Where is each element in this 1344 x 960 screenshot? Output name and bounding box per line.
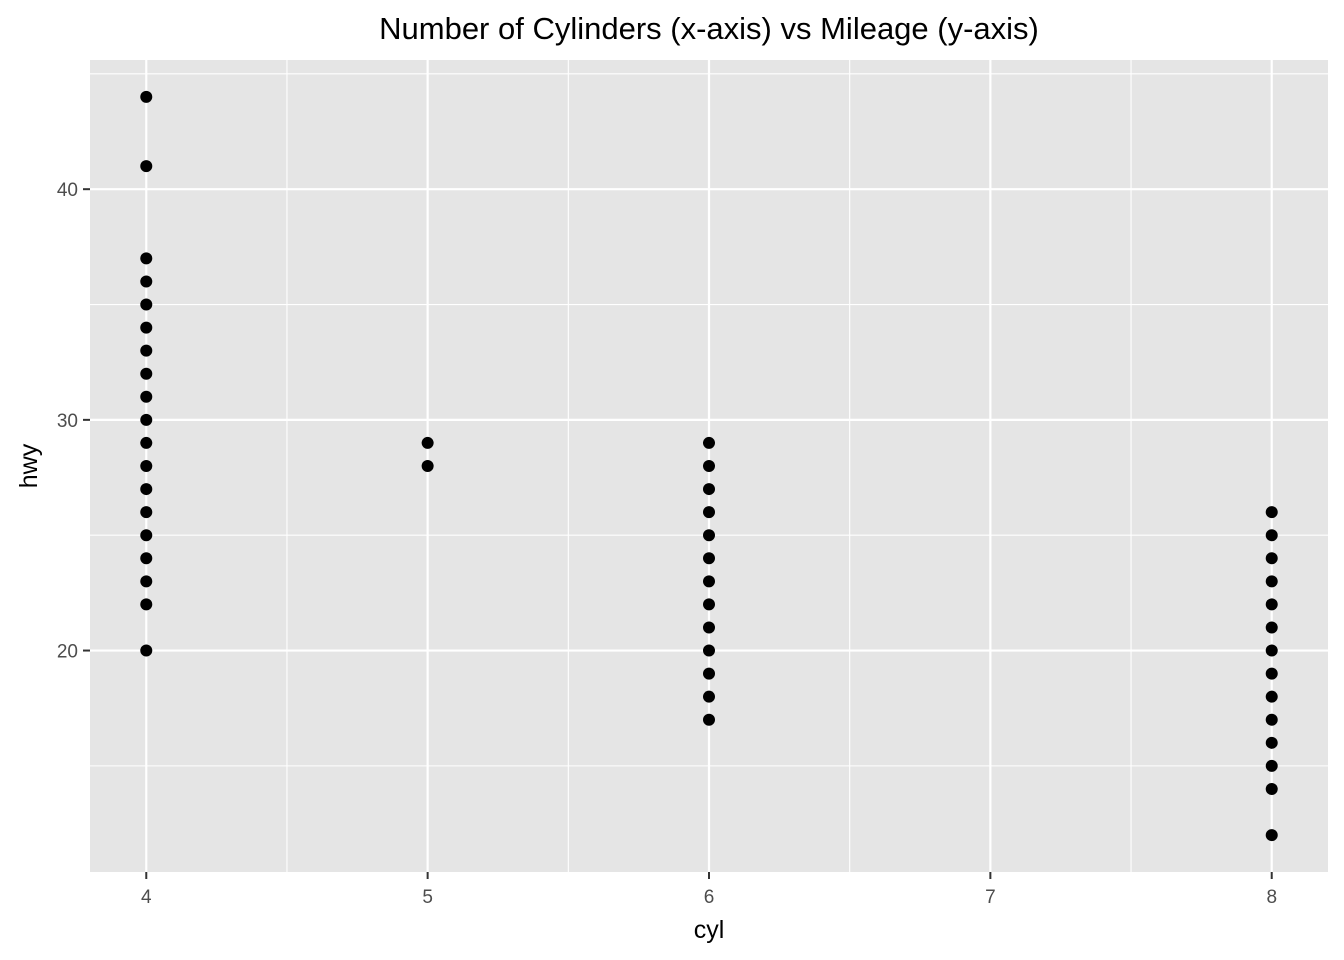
data-point: [1265, 552, 1278, 565]
data-point: [140, 460, 153, 472]
data-point: [140, 552, 153, 565]
data-point: [140, 413, 153, 426]
data-points: [140, 90, 1278, 842]
data-point: [140, 506, 153, 519]
data-point: [703, 598, 715, 611]
data-point: [1265, 598, 1278, 611]
data-point: [140, 436, 153, 449]
data-point: [140, 252, 153, 265]
data-point: [703, 460, 715, 472]
data-point: [1265, 713, 1278, 726]
data-point: [140, 344, 153, 357]
x-axis-title: cyl: [694, 916, 725, 944]
data-point: [1265, 759, 1278, 772]
x-tick-label: 8: [1266, 887, 1277, 908]
data-point: [703, 575, 715, 588]
data-point: [140, 529, 153, 542]
data-point: [703, 644, 715, 657]
data-point: [1265, 667, 1278, 680]
data-point: [140, 90, 153, 103]
x-tick-label: 4: [141, 887, 152, 908]
y-axis: 20 30 40: [57, 180, 90, 663]
data-point: [140, 367, 153, 380]
data-point: [703, 713, 715, 726]
y-tick-label: 30: [57, 411, 78, 432]
data-point: [140, 275, 153, 288]
data-point: [703, 621, 715, 634]
data-point: [703, 552, 715, 565]
x-axis: 4 5 6 7 8: [141, 872, 1277, 908]
data-point: [1265, 736, 1278, 749]
data-point: [140, 483, 153, 496]
data-point: [703, 529, 715, 542]
data-point: [1265, 644, 1278, 657]
x-tick-label: 5: [422, 887, 433, 908]
data-point: [703, 667, 715, 680]
y-axis-title: hwy: [15, 443, 43, 488]
data-point: [140, 575, 153, 588]
data-point: [421, 436, 434, 449]
data-point: [1265, 829, 1278, 842]
data-point: [1265, 575, 1278, 588]
data-point: [140, 298, 153, 311]
y-tick-label: 40: [57, 180, 78, 201]
x-tick-label: 6: [704, 887, 715, 908]
data-point: [1265, 782, 1278, 795]
data-point: [140, 160, 153, 173]
data-point: [1265, 529, 1278, 542]
x-tick-label: 7: [985, 887, 996, 908]
y-tick-label: 20: [57, 642, 78, 663]
data-point: [703, 690, 715, 703]
data-point: [421, 460, 434, 472]
data-point: [140, 390, 153, 403]
data-point: [1265, 621, 1278, 634]
data-point: [703, 506, 715, 519]
data-point: [1265, 690, 1278, 703]
data-point: [703, 483, 715, 496]
data-point: [140, 644, 153, 657]
data-point: [140, 598, 153, 611]
data-point: [1265, 506, 1278, 519]
data-point: [703, 436, 715, 449]
chart-title: Number of Cylinders (x-axis) vs Mileage …: [379, 11, 1039, 46]
data-point: [140, 321, 153, 334]
